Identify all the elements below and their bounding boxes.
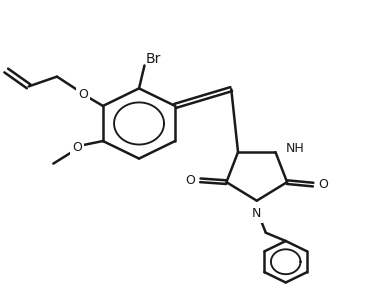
Text: O: O (318, 178, 328, 191)
Text: O: O (185, 174, 195, 187)
Text: NH: NH (286, 142, 304, 155)
Text: N: N (251, 207, 261, 221)
Text: O: O (78, 88, 88, 101)
Text: Br: Br (146, 52, 161, 66)
Text: O: O (72, 141, 82, 154)
